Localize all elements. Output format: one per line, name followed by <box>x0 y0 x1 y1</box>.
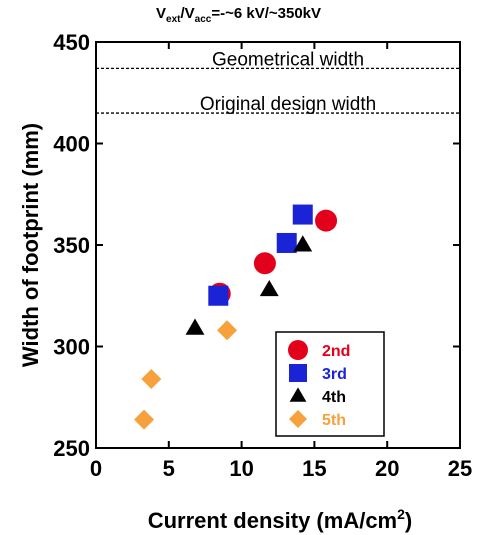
y-tick-label: 300 <box>53 335 90 360</box>
data-point-5th <box>134 409 155 430</box>
legend-marker-5th <box>289 410 307 428</box>
data-point-4th <box>293 235 313 252</box>
x-tick-label: 0 <box>90 456 102 481</box>
y-tick-label: 450 <box>53 30 90 55</box>
chart-title: Vext/Vacc=-~6 kV/~350kV <box>156 5 321 25</box>
x-tick-label: 5 <box>163 456 175 481</box>
legend-label: 3rd <box>322 366 347 383</box>
x-tick-label: 25 <box>448 456 472 481</box>
data-point-3rd <box>276 232 297 253</box>
data-point-5th <box>141 368 162 389</box>
title-v1: V <box>156 5 166 22</box>
legend-marker-4th <box>289 387 307 402</box>
plot-area: 0 5 10 15 20 25 250 300 350 400 450 Geometrical wid… <box>53 30 472 481</box>
data-point-4th <box>259 279 279 297</box>
data-point-4th <box>185 318 205 335</box>
x-axis-title-main: Current density (mA/cm <box>148 508 397 533</box>
x-axis-title-end: ) <box>405 508 412 533</box>
x-tick-label: 10 <box>229 456 253 481</box>
title-v2-sub: acc <box>195 14 212 25</box>
y-tick-label: 400 <box>53 132 90 157</box>
data-point-2nd <box>315 209 338 232</box>
y-tick-label: 250 <box>53 436 90 461</box>
data-point-5th <box>217 320 238 341</box>
legend-marker-3rd <box>289 364 307 382</box>
legend-label: 2nd <box>322 343 350 360</box>
reference-line-label: Geometrical width <box>212 49 364 70</box>
legend-marker-2nd <box>288 340 308 360</box>
y-tick-label: 350 <box>53 233 90 258</box>
title-rest: =-~6 kV/~350kV <box>211 5 321 22</box>
legend-label: 5th <box>322 412 346 429</box>
data-point-2nd <box>253 252 276 275</box>
reference-line-label: Original design width <box>200 94 376 115</box>
x-axis-title: Current density (mA/cm2) <box>148 506 413 533</box>
title-v1-sub: ext <box>166 14 181 25</box>
x-axis-title-sup: 2 <box>397 506 405 522</box>
data-point-3rd <box>208 285 229 306</box>
data-point-3rd <box>292 204 313 225</box>
y-axis-title: Width of footprint (mm) <box>18 123 43 367</box>
legend-label: 4th <box>322 389 346 406</box>
title-slash: /V <box>180 5 194 22</box>
x-tick-label: 20 <box>375 456 399 481</box>
x-tick-label: 15 <box>302 456 326 481</box>
